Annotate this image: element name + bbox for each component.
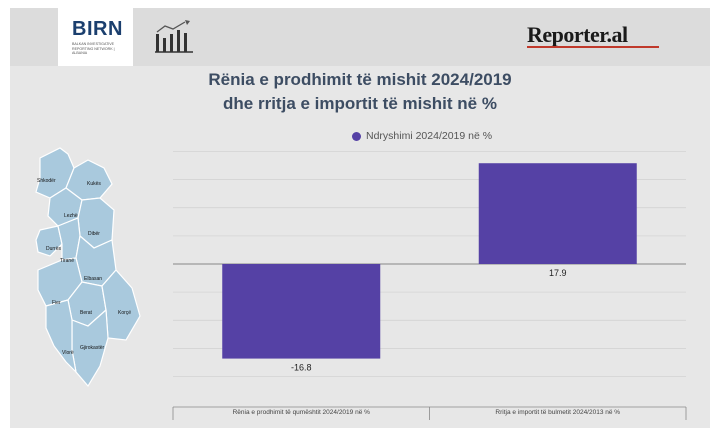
chart-title-line-2: dhe rritja e importit të mishit në % — [223, 94, 497, 113]
birn-logo[interactable] — [58, 8, 133, 66]
data-label-1: 17.9 — [549, 268, 567, 278]
region-vlore — [45, 299, 77, 374]
map-label-korce: Korçë — [118, 310, 131, 316]
chart-category-axis — [172, 406, 687, 420]
map-regions — [35, 147, 141, 388]
category-label-1: Rritja e importit të bulmetit 2024/2013 … — [495, 409, 621, 416]
birn-logo-subtitle: BALKAN INVESTIGATIVE REPORTING NETWORK |… — [72, 42, 115, 55]
map-label-durres: Durrës — [46, 246, 62, 252]
birn-logo-text: BIRN — [72, 18, 123, 40]
albania-map: Shkodër Kukës Lezhë Dibër Durrës Tiranë … — [35, 147, 141, 388]
map-label-diber: Dibër — [88, 231, 100, 237]
map-label-kukes: Kukës — [87, 181, 101, 187]
chart-legend: Ndryshimi 2024/2019 në % — [352, 130, 492, 142]
reporter-al-logo[interactable]: Reporter.al — [527, 22, 628, 47]
legend-swatch — [352, 131, 361, 141]
map-label-vlore: Vlorë — [62, 350, 74, 356]
chart-data-labels: -16.8 17.9 — [291, 268, 567, 373]
map-label-shkoder: Shkodër — [37, 178, 56, 184]
chart-bars — [222, 163, 637, 359]
chart-title: Rënia e prodhimit të mishit 2024/2019 dh… — [150, 68, 570, 116]
map-label-tirane: Tiranë — [60, 258, 74, 264]
map-label-gjirokaster: Gjirokastër — [80, 345, 105, 351]
brand-underline — [527, 46, 659, 48]
map-label-fier: Fier — [52, 300, 61, 306]
bar-chart-growth-icon — [155, 20, 193, 53]
map-label-elbasan: Elbasan — [84, 276, 102, 282]
legend-label: Ndryshimi 2024/2019 në % — [366, 130, 493, 142]
map-labels: Shkodër Kukës Lezhë Dibër Durrës Tiranë … — [37, 178, 131, 356]
category-label-0: Rënia e prodhimit të qumështit 2024/2019… — [232, 409, 370, 416]
map-label-berat: Berat — [80, 310, 93, 316]
chart-title-line-1: Rënia e prodhimit të mishit 2024/2019 — [208, 70, 512, 89]
bar-0 — [222, 264, 381, 359]
map-label-lezhe: Lezhë — [64, 213, 78, 219]
bar-1 — [478, 163, 637, 264]
data-label-0: -16.8 — [291, 363, 312, 373]
